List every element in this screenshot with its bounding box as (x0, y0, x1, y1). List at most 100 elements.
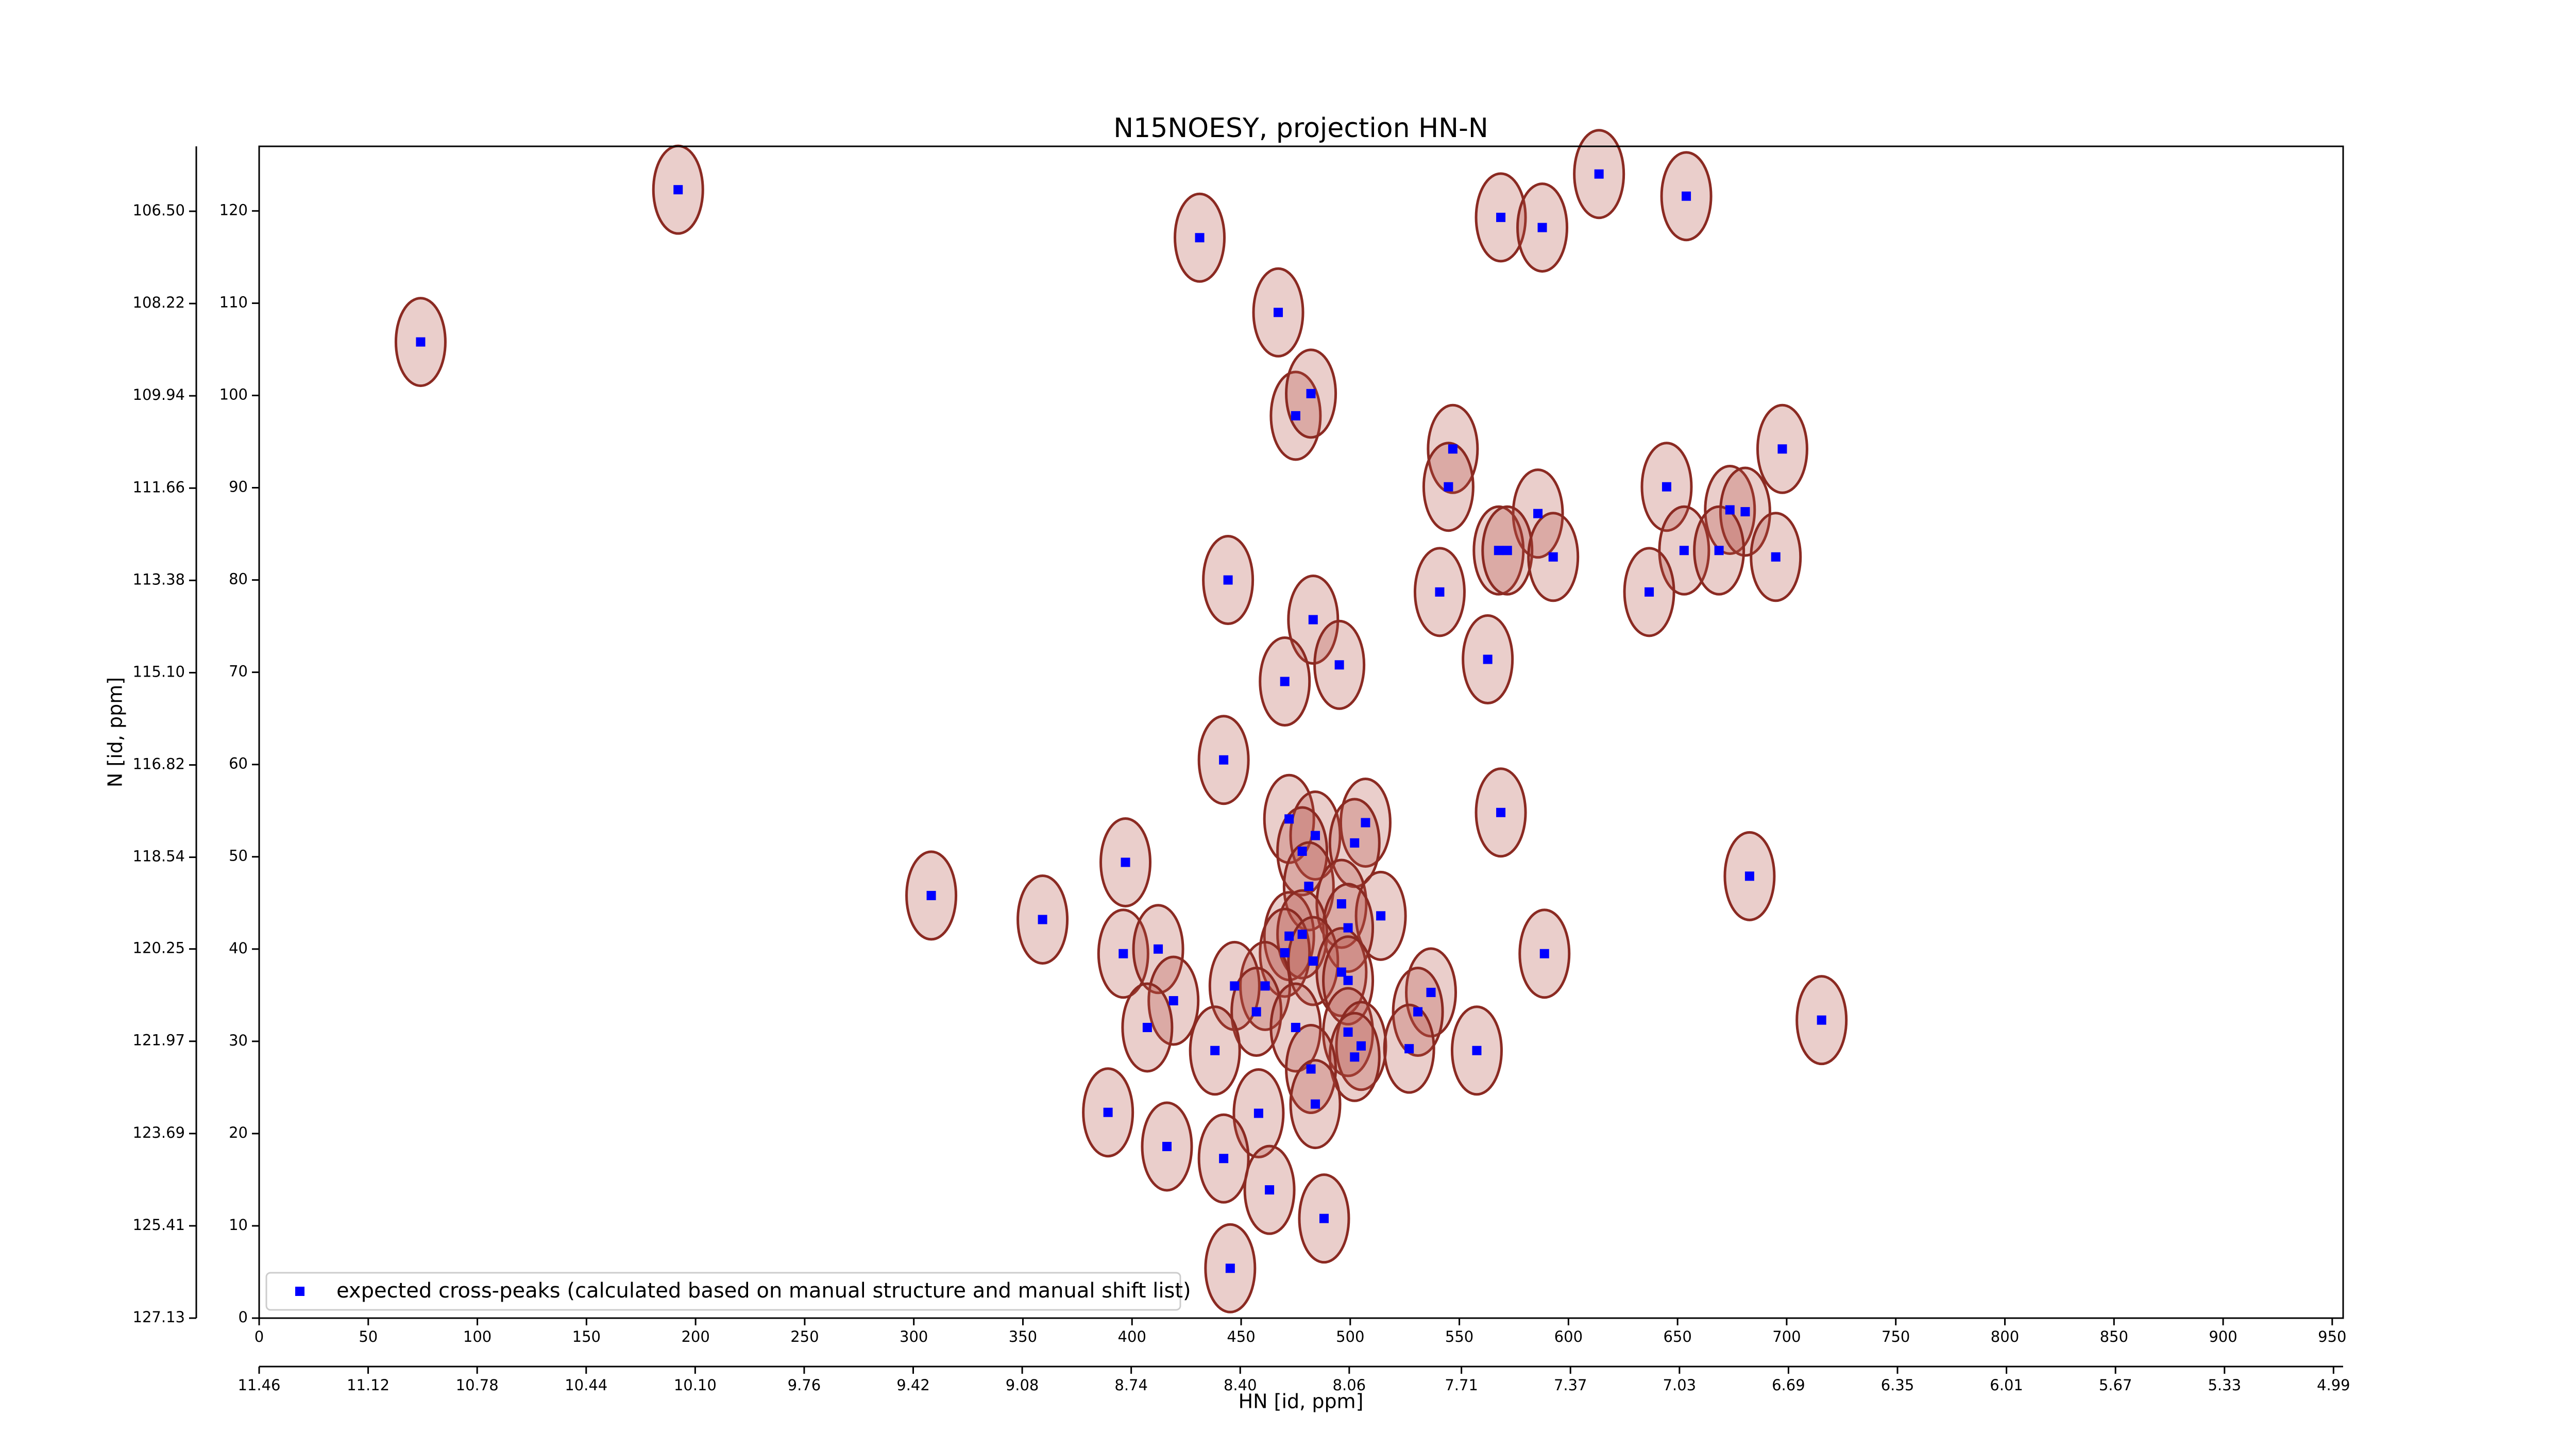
x-tick-label: 100 (463, 1328, 492, 1345)
cross-peak (1426, 987, 1436, 997)
cross-peak (1336, 899, 1346, 909)
cross-peak (1118, 949, 1128, 958)
x-tick-label: 350 (1009, 1328, 1037, 1345)
cross-peak (1304, 882, 1314, 891)
y-tick-label: 40 (229, 939, 248, 957)
y-tick-label: 0 (239, 1308, 248, 1326)
chart-title: N15NOESY, projection HN-N (1113, 113, 1488, 144)
cross-peak (1306, 389, 1316, 398)
y2-tick-label: 111.66 (133, 478, 185, 496)
cross-peak (1494, 546, 1503, 555)
y-tick-label: 20 (229, 1124, 248, 1141)
cross-peak (1777, 444, 1787, 454)
x2-tick-label: 8.40 (1224, 1376, 1257, 1394)
cross-peak (1496, 212, 1506, 222)
cross-peak (416, 337, 426, 347)
cross-peak (1306, 1064, 1316, 1074)
cross-peak (1343, 923, 1353, 933)
cross-peak (1265, 1185, 1275, 1195)
x-tick-label: 800 (1991, 1328, 2019, 1345)
x2-tick-label: 7.37 (1554, 1376, 1587, 1394)
x-tick-label: 900 (2209, 1328, 2237, 1345)
x2-tick-label: 11.46 (238, 1376, 280, 1394)
x2-tick-label: 5.67 (2099, 1376, 2132, 1394)
x-tick-label: 50 (359, 1328, 378, 1345)
cross-peak (1291, 411, 1300, 420)
cross-peak (1435, 587, 1445, 597)
x2-tick-label: 11.12 (347, 1376, 389, 1394)
cross-peak (1350, 838, 1360, 848)
y2-tick-label: 118.54 (133, 848, 185, 865)
cross-peak (1817, 1015, 1826, 1025)
x-tick-label: 200 (681, 1328, 709, 1345)
x2-tick-label: 6.01 (1990, 1376, 2023, 1394)
cross-peak (1448, 444, 1458, 454)
cross-peak (1472, 1046, 1482, 1055)
y2-tick-label: 125.41 (133, 1216, 185, 1234)
x2-tick-label: 10.44 (565, 1376, 607, 1394)
x2-tick-label: 8.74 (1114, 1376, 1148, 1394)
y2-tick-label: 123.69 (133, 1124, 185, 1141)
cross-peak (1162, 1141, 1172, 1151)
cross-peak (1336, 967, 1346, 977)
plot-frame (258, 145, 2344, 1319)
y-tick-label: 110 (219, 293, 248, 311)
x-tick-label: 500 (1336, 1328, 1364, 1345)
x-axis-label: HN [id, ppm] (1239, 1390, 1364, 1413)
cross-peak (1210, 1046, 1220, 1055)
cross-peak (1297, 846, 1307, 856)
x-tick-label: 950 (2318, 1328, 2346, 1345)
y-tick-label: 100 (219, 385, 248, 403)
cross-peak (926, 890, 936, 900)
y2-tick-label: 109.94 (133, 386, 185, 403)
x-tick-label: 450 (1227, 1328, 1255, 1345)
y-tick-label: 80 (229, 570, 248, 588)
x-tick-label: 400 (1118, 1328, 1146, 1345)
cross-peak (1594, 169, 1604, 179)
x-tick-label: 700 (1772, 1328, 1801, 1345)
cross-peak (1274, 308, 1283, 317)
x-tick-label: 650 (1663, 1328, 1691, 1345)
x-tick-label: 150 (572, 1328, 601, 1345)
cross-peak (1537, 223, 1547, 232)
x2-tick-label: 5.33 (2208, 1376, 2241, 1394)
y-tick-label: 50 (229, 847, 248, 865)
cross-peak (1343, 1027, 1353, 1037)
cross-peak (1260, 981, 1270, 991)
cross-peak (1284, 814, 1294, 824)
x2-tick-label: 6.35 (1881, 1376, 1914, 1394)
x-tick-label: 250 (790, 1328, 819, 1345)
cross-peak (1154, 944, 1163, 954)
y2-tick-label: 113.38 (133, 570, 185, 588)
cross-peak (1444, 482, 1453, 492)
cross-peak (1284, 931, 1294, 941)
cross-peak (1502, 546, 1512, 555)
cross-peak (1771, 552, 1781, 562)
cross-peak (673, 185, 683, 195)
y2-tick-label: 127.13 (133, 1308, 185, 1326)
y-tick-label: 60 (229, 755, 248, 772)
x2-tick-label: 9.42 (896, 1376, 930, 1394)
cross-peak (1744, 871, 1754, 881)
cross-peak (1219, 755, 1229, 765)
cross-peak (1740, 507, 1750, 517)
x-tick-label: 300 (900, 1328, 928, 1345)
cross-peak (1308, 615, 1318, 625)
legend-marker (295, 1287, 304, 1296)
x-tick-label: 600 (1554, 1328, 1583, 1345)
cross-peak (1291, 1022, 1300, 1032)
y2-tick-label: 106.50 (133, 201, 185, 219)
y-tick-label: 70 (229, 663, 248, 680)
cross-peak (1230, 981, 1240, 991)
cross-peak (1343, 975, 1353, 985)
cross-peak (1168, 996, 1178, 1006)
y-axis-label: N [id, ppm] (104, 677, 127, 787)
cross-peak (1356, 1041, 1366, 1051)
cross-peak (1225, 1263, 1235, 1273)
y2-tick-label: 108.22 (133, 294, 185, 311)
y-tick-label: 30 (229, 1032, 248, 1049)
cross-peak (1404, 1044, 1414, 1054)
x2-tick-label: 10.10 (674, 1376, 717, 1394)
y2-tick-label: 120.25 (133, 939, 185, 957)
